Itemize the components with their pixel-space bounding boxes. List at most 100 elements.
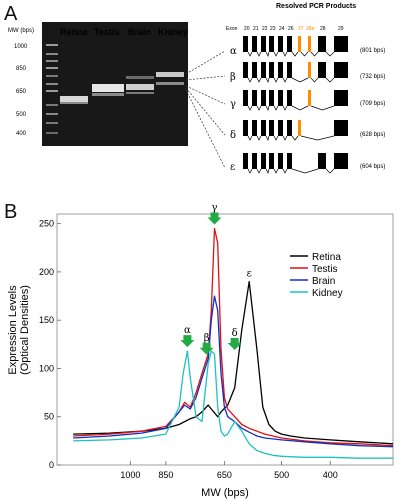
intron-line	[247, 51, 253, 57]
isoform-delta-label: δ	[230, 130, 236, 141]
plot-frame	[56, 213, 394, 466]
y-tick-label: 200	[39, 267, 54, 277]
exon-block	[278, 36, 283, 52]
resolved-title: Resolved PCR Products	[276, 3, 356, 10]
isoform-epsilon-size: (604 bps)	[360, 164, 385, 170]
y-axis-title: Expression Levels (Optical Densities)	[7, 285, 31, 375]
exon-block	[269, 62, 274, 78]
isoform-alpha-size: (801 bps)	[360, 48, 385, 54]
isoform-labels: α (801 bps) β (732 bps) γ (709 bps) δ (6…	[230, 46, 385, 173]
intron-line	[282, 77, 288, 83]
isoform-delta-size: (628 bps)	[360, 132, 385, 138]
intron-line	[273, 77, 279, 83]
y-tick-label: 100	[39, 363, 54, 373]
intron-line	[273, 135, 279, 141]
ladder-400: 400	[16, 131, 27, 137]
exon-29-block	[334, 90, 348, 106]
peak-marker: ε	[247, 269, 252, 280]
x-tick-label: 1000	[120, 470, 140, 480]
intron-line	[256, 168, 262, 174]
lane-brain: Brain	[128, 27, 151, 37]
exon-word: Exon	[226, 26, 238, 32]
exon-block	[243, 62, 248, 78]
exon-21: 21	[253, 26, 259, 32]
peak-markers: α β γ δ ε	[180, 202, 252, 355]
ladder-850: 850	[16, 66, 27, 72]
y-axis-title-line2: (Optical Densities)	[19, 285, 31, 375]
isoform-row-beta	[243, 62, 348, 84]
peak-label: β	[204, 333, 210, 344]
y-tick-label: 50	[44, 412, 54, 422]
x-tick-label: 500	[274, 470, 289, 480]
intron-line	[265, 51, 270, 58]
exon-block	[252, 153, 257, 169]
isoform-row-alpha	[243, 36, 348, 58]
isoform-beta-label: β	[230, 72, 236, 83]
exon-28a-block	[308, 62, 311, 78]
exon-22: 22	[262, 26, 268, 32]
intron-line	[300, 51, 309, 57]
peak-marker: δ	[227, 328, 242, 350]
exon-block	[261, 90, 266, 106]
exon-29-block	[334, 36, 348, 52]
peak-arrow-icon	[199, 342, 214, 355]
exon-block	[243, 36, 248, 52]
exon-24: 24	[279, 26, 285, 32]
x-ticks: 1000 850 650 500 400	[120, 461, 338, 480]
ladder-650: 650	[16, 89, 27, 95]
x-tick-label: 850	[158, 470, 173, 480]
exon-28a: 28a	[306, 26, 315, 32]
ladder-1000: 1000	[14, 44, 28, 50]
exon-block	[278, 153, 283, 169]
intron-line	[256, 51, 262, 57]
intron-line	[265, 168, 270, 175]
isoform-alpha-label: α	[230, 46, 237, 57]
exon-29: 29	[338, 26, 344, 32]
exon-block	[243, 90, 248, 106]
series-lines	[73, 227, 394, 459]
panel-b-label: B	[4, 201, 17, 223]
intron-line	[300, 135, 335, 141]
isoform-row-epsilon	[243, 153, 348, 175]
lane-kidney: Kidney	[158, 27, 188, 37]
isoform-epsilon-label: ε	[230, 162, 235, 173]
exon-block	[243, 153, 248, 169]
x-tick-label: 400	[323, 470, 338, 480]
exon-28-block	[318, 153, 326, 169]
intron-line	[273, 168, 279, 174]
exon-block	[287, 62, 292, 78]
lane-retina: Retina	[60, 27, 89, 37]
series-line-kidney	[73, 350, 393, 459]
intron-line	[282, 168, 288, 174]
exon-28-block	[318, 62, 326, 78]
exon-block	[269, 153, 274, 169]
gel-to-isoform-arrows	[185, 50, 226, 169]
exon-block	[278, 90, 283, 106]
exon-29-block	[334, 153, 348, 169]
intron-line	[325, 51, 335, 57]
exon-block	[269, 36, 274, 52]
exon-28a-block	[308, 90, 311, 106]
intron-line	[256, 77, 262, 83]
intron-line	[310, 77, 319, 83]
isoform-beta-size: (732 bps)	[360, 74, 385, 80]
y-ticks: 0 50 100 150 200 250	[39, 219, 61, 470]
intron-line	[291, 51, 299, 57]
intron-line	[325, 168, 335, 174]
exon-block	[278, 120, 283, 136]
legend-label: Testis	[312, 264, 338, 275]
intron-line	[291, 135, 299, 141]
x-tick-label: 650	[217, 470, 232, 480]
intron-line	[265, 105, 270, 112]
exon-block	[269, 90, 274, 106]
ladder-labels: 1000 850 650 500 400	[14, 44, 28, 137]
peak-marker: γ	[207, 202, 222, 225]
exon-block	[261, 62, 266, 78]
legend-label: Retina	[312, 252, 341, 263]
exon-block	[261, 120, 266, 136]
intron-line	[291, 77, 309, 83]
y-axis-title-line1: Expression Levels	[7, 285, 19, 375]
exon-23: 23	[270, 26, 276, 32]
exon-20: 20	[244, 26, 250, 32]
